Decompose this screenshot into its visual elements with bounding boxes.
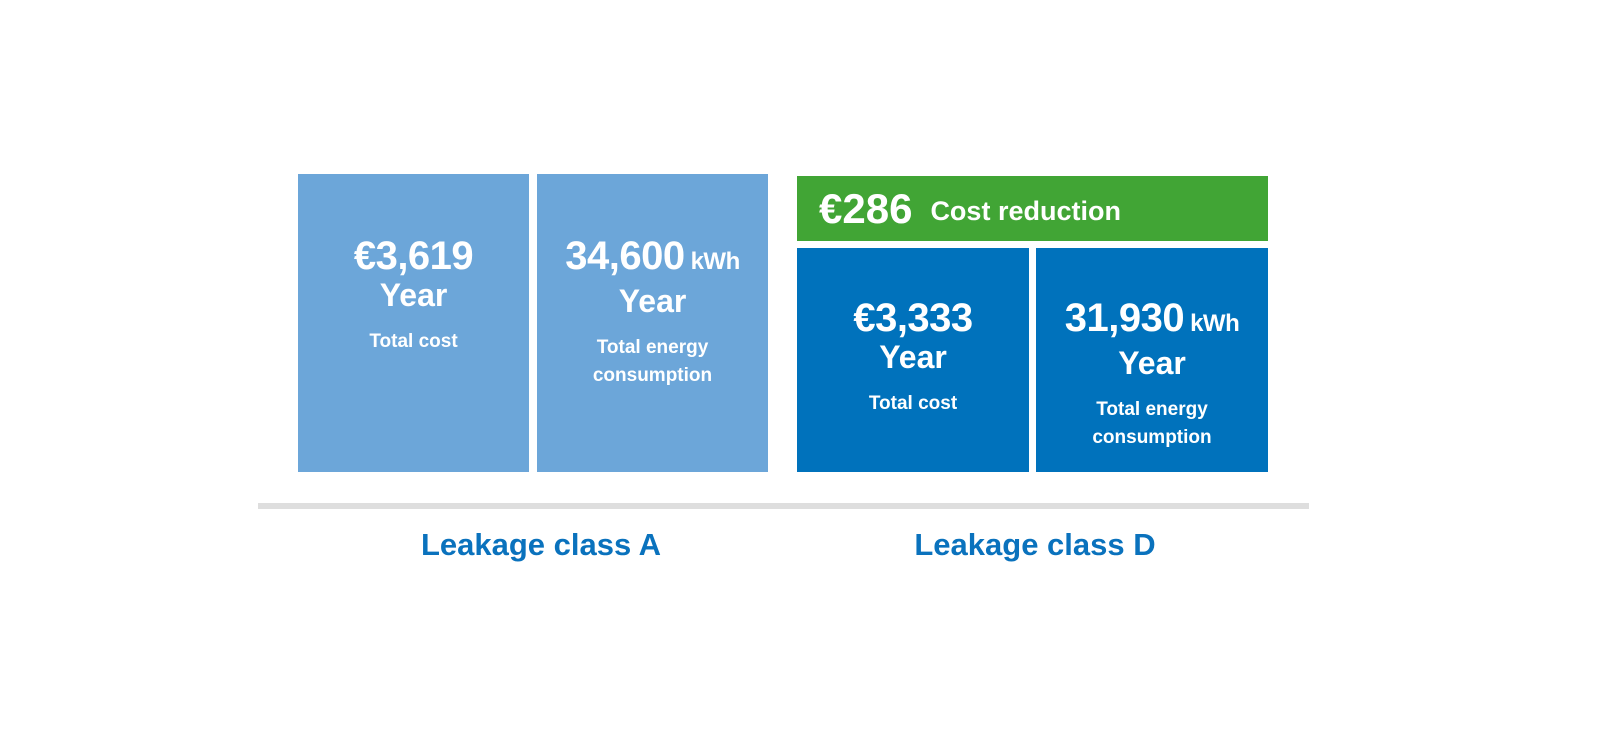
energy-unit: kWh xyxy=(1190,310,1240,337)
energy-value: 31,930 kWh xyxy=(1036,296,1268,346)
class-a-energy-box: 34,600 kWh Year Total energy consumption xyxy=(537,174,768,472)
energy-unit: kWh xyxy=(690,248,741,275)
reduction-text: Cost reduction xyxy=(930,196,1121,226)
caption: Total cost xyxy=(868,393,958,414)
caption: Total energy consumption xyxy=(537,334,768,390)
period: Year xyxy=(1118,345,1186,381)
class-d-label: Leakage class D xyxy=(914,527,1156,562)
reduction-value: €286 xyxy=(819,184,913,232)
caption: Total energy consumption xyxy=(1036,396,1268,452)
energy-value: 34,600 kWh xyxy=(537,234,768,284)
period: Year xyxy=(618,283,687,319)
caption: Total cost xyxy=(369,331,458,352)
divider xyxy=(258,503,1309,509)
energy-number: 31,930 xyxy=(1064,296,1185,340)
class-d-cost-box: €3,333 Year Total cost xyxy=(797,248,1029,472)
cost-value: €3,619 xyxy=(353,234,474,278)
caption-line: Total energy xyxy=(596,337,709,358)
energy-number: 34,600 xyxy=(565,234,685,278)
class-a-label: Leakage class A xyxy=(420,527,662,562)
class-d-energy-box: 31,930 kWh Year Total energy consumption xyxy=(1036,248,1268,472)
caption-line: consumption xyxy=(592,365,713,386)
caption-line: Total energy xyxy=(1096,399,1208,420)
cost-value: €3,333 xyxy=(853,296,973,340)
period: Year xyxy=(379,277,448,313)
class-a-cost-box: €3,619 Year Total cost xyxy=(298,174,529,472)
cost-reduction-banner: €286 Cost reduction xyxy=(797,176,1268,241)
period: Year xyxy=(879,339,947,375)
caption-line: consumption xyxy=(1092,427,1212,448)
